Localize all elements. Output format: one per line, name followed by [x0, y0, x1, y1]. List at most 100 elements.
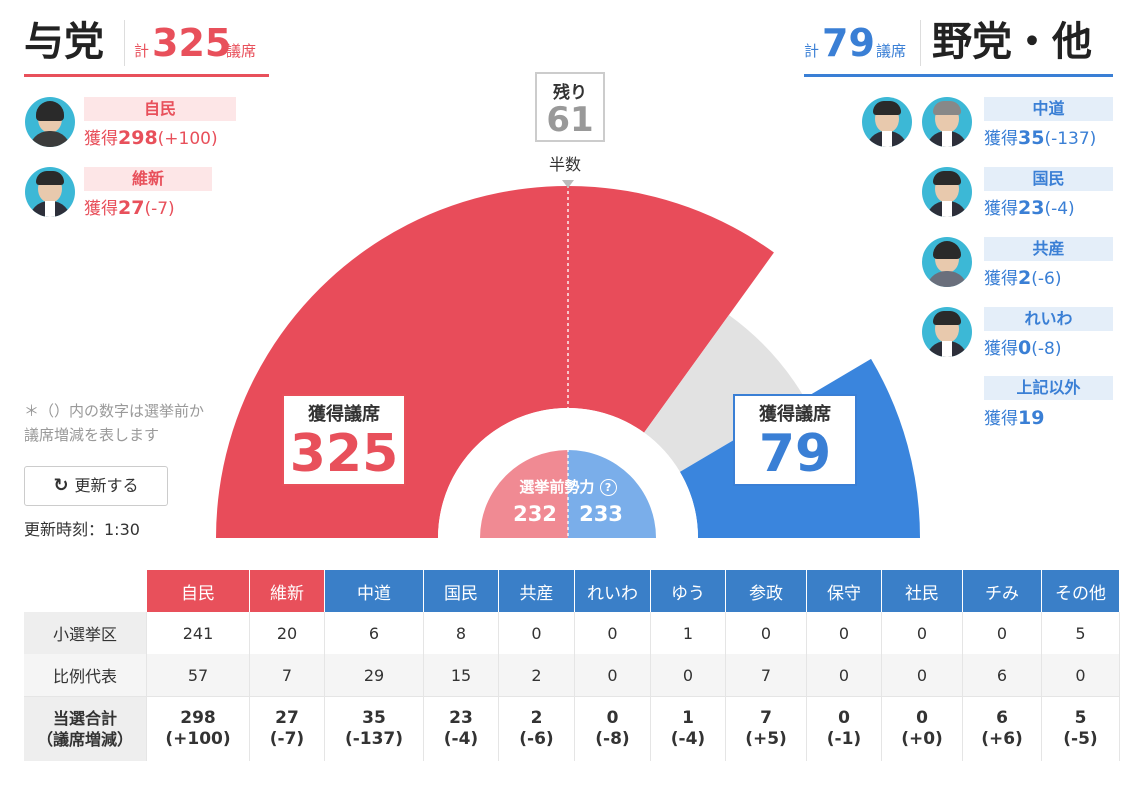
- party-seats: 獲得27(-7): [84, 197, 175, 219]
- table-total-row: 当選合計 （議席増減） 298 (+100) 27 (-7) 35 (-137) 23 (-4) 2…: [24, 696, 1120, 761]
- pre-election-ruling-fill: [480, 450, 568, 538]
- table-cell: 57: [146, 654, 250, 697]
- party-seats: 獲得35(-137): [984, 127, 1097, 149]
- row-header: 比例代表: [24, 654, 147, 697]
- table-cell: 0: [881, 612, 963, 654]
- table-cell: 5 (-5): [1041, 696, 1120, 761]
- header-divider: [920, 20, 921, 66]
- opposition-header: 計 79 議席 野党・他: [804, 18, 1113, 77]
- table-cell: 0: [962, 612, 1042, 654]
- pre-election-ruling: 232: [513, 502, 557, 526]
- avatar: [25, 97, 75, 147]
- table-cell: 7: [725, 654, 807, 697]
- party-seats: 獲得23(-4): [984, 197, 1075, 219]
- box-label: 獲得議席: [308, 404, 380, 425]
- party-name: 上記以外: [984, 376, 1113, 400]
- col-header: 保守: [806, 570, 882, 612]
- remaining-label: 残り: [553, 83, 587, 103]
- col-header: 国民: [423, 570, 499, 612]
- ruling-total-prefix: 計: [134, 42, 150, 60]
- table-cell: 0 (+0): [881, 696, 963, 761]
- opposition-total: 79: [822, 21, 875, 65]
- table-cell: 0: [881, 654, 963, 697]
- table-cell: 298 (+100): [146, 696, 250, 761]
- ruling-seat-box: 獲得議席 325: [282, 394, 406, 486]
- slice-remaining: [644, 314, 805, 472]
- results-table: 自民 維新 中道 国民 共産 れいわ ゆう 参政 保守 社民 チみ その他 小選…: [24, 570, 1120, 761]
- avatar: [922, 307, 972, 357]
- table-cell: 2 (-6): [498, 696, 575, 761]
- table-cell: 0: [806, 654, 882, 697]
- table-cell: 241: [146, 612, 250, 654]
- note-text: ＊（）内の数字は選挙前か 議席増減を表します: [24, 402, 205, 444]
- col-header: 自民: [146, 570, 250, 612]
- table-cell: 20: [249, 612, 325, 654]
- box-value: 79: [758, 424, 832, 484]
- party-name: 維新: [84, 167, 212, 191]
- table-cell: 27 (-7): [249, 696, 325, 761]
- update-time: 更新時刻：1:30: [24, 520, 140, 539]
- table-cell: 23 (-4): [423, 696, 499, 761]
- party-seats: 獲得19: [984, 407, 1045, 429]
- table-cell: 0: [725, 612, 807, 654]
- table-cell: 7: [249, 654, 325, 697]
- party-name: 自民: [84, 97, 236, 121]
- table-cell: 0: [1041, 654, 1120, 697]
- col-header: 維新: [249, 570, 325, 612]
- table-row: 小選挙区 241 20 6 8 0 0 1 0 0 0 0 5: [24, 612, 1120, 654]
- party-name: 中道: [984, 97, 1113, 121]
- pre-election-opposition: 233: [579, 502, 623, 526]
- opposition-seat-box: 獲得議席 79: [733, 394, 857, 486]
- table-cell: 2: [498, 654, 575, 697]
- table-header-row: 自民 維新 中道 国民 共産 れいわ ゆう 参政 保守 社民 チみ その他: [24, 570, 1120, 612]
- help-icon[interactable]: ?: [599, 479, 617, 496]
- opposition-total-suffix: 議席: [876, 42, 907, 60]
- party-name: 国民: [984, 167, 1113, 191]
- party-seats: 獲得0(-8): [984, 337, 1062, 359]
- table-cell: 0 (-1): [806, 696, 882, 761]
- table-cell: 29: [324, 654, 424, 697]
- table-cell: 6: [962, 654, 1042, 697]
- avatar: [922, 167, 972, 217]
- row-header: 当選合計 （議席増減）: [24, 696, 147, 761]
- table-cell: 6 (+6): [962, 696, 1042, 761]
- ruling-header: 与党 計 325 議席: [24, 18, 269, 77]
- row-header: 小選挙区: [24, 612, 147, 654]
- col-header: ゆう: [650, 570, 726, 612]
- avatar: [862, 97, 912, 147]
- refresh-button[interactable]: ↻ 更新する: [24, 466, 168, 506]
- table-cell: 0: [574, 612, 651, 654]
- majority-marker-icon: [562, 180, 574, 188]
- col-header: その他: [1041, 570, 1120, 612]
- table-cell: 5: [1041, 612, 1120, 654]
- table-cell: 6: [324, 612, 424, 654]
- party-seats: 獲得298(+100): [84, 127, 218, 149]
- opposition-total-prefix: 計: [804, 42, 820, 60]
- col-header: れいわ: [574, 570, 651, 612]
- table-row: 比例代表 57 7 29 15 2 0 0 7 0 0 6 0: [24, 654, 1120, 697]
- col-header: 社民: [881, 570, 963, 612]
- table-cell: 0: [650, 654, 726, 697]
- table-cell: 7 (+5): [725, 696, 807, 761]
- col-header: チみ: [962, 570, 1042, 612]
- col-header: 参政: [725, 570, 807, 612]
- table-cell: 8: [423, 612, 499, 654]
- remaining-value: 61: [546, 100, 594, 140]
- remaining-box: 残り 61: [535, 72, 605, 142]
- box-label: 獲得議席: [759, 404, 831, 425]
- ruling-title: 与党: [24, 19, 104, 65]
- party-name: れいわ: [984, 307, 1113, 331]
- col-header: 中道: [324, 570, 424, 612]
- table-cell: 1: [650, 612, 726, 654]
- avatar: [922, 237, 972, 287]
- majority-label: 半数: [549, 155, 582, 174]
- party-seats: 獲得2(-6): [984, 267, 1062, 289]
- table-cell: 0 (-8): [574, 696, 651, 761]
- ruling-total: 325: [152, 21, 232, 65]
- table-cell: 15: [423, 654, 499, 697]
- pre-election-label: 選挙前勢力 ?: [498, 476, 638, 497]
- table-cell: 0: [806, 612, 882, 654]
- ruling-total-suffix: 議席: [226, 42, 257, 60]
- table-cell: 1 (-4): [650, 696, 726, 761]
- header-divider: [124, 20, 125, 66]
